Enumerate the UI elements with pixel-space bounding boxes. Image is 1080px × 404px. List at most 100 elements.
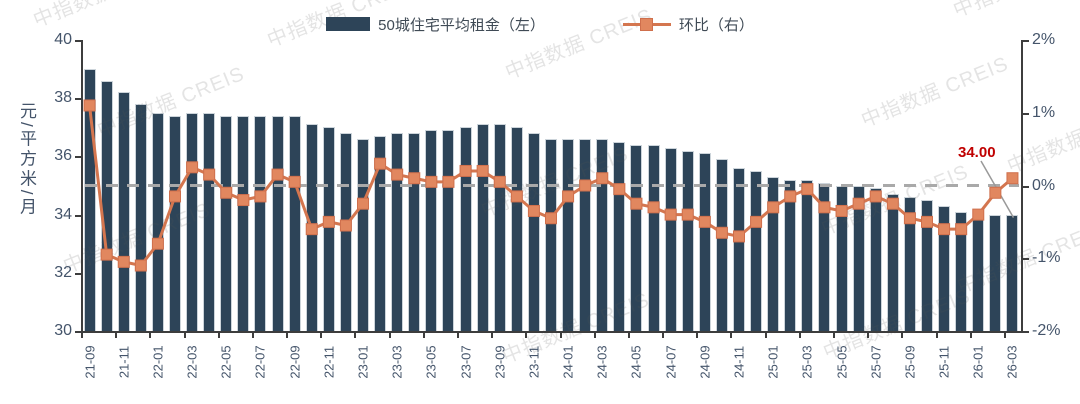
line-marker-26-02[interactable]: 26-02: -0.1% bbox=[989, 186, 1002, 199]
line-marker-24-03[interactable]: 24-03: 0.1% bbox=[596, 172, 609, 185]
bar-22-12[interactable] bbox=[339, 133, 352, 331]
bar-24-07[interactable] bbox=[664, 147, 677, 331]
line-marker-22-01[interactable]: 22-01: -0.8% bbox=[151, 237, 164, 250]
line-marker-23-04[interactable]: 23-04: 0.1% bbox=[408, 172, 421, 185]
line-marker-23-12[interactable]: 23-12: -0.45% bbox=[545, 212, 557, 225]
line-marker-25-01[interactable]: 25-01: -0.3% bbox=[767, 201, 780, 214]
line-marker-24-06[interactable]: 24-06: -0.3% bbox=[647, 201, 660, 214]
line-marker-24-04[interactable]: 24-04: -0.05% bbox=[613, 183, 626, 196]
bar-26-01[interactable] bbox=[972, 217, 985, 331]
bar-24-05[interactable] bbox=[630, 144, 643, 331]
bar-24-04[interactable] bbox=[613, 141, 626, 331]
line-marker-23-10[interactable]: 23-10: -0.15% bbox=[510, 190, 523, 203]
bar-26-02[interactable] bbox=[989, 214, 1002, 331]
line-marker-26-01[interactable]: 26-01: -0.4% bbox=[972, 208, 985, 221]
line-marker-24-12[interactable]: 24-12: -0.5% bbox=[750, 215, 763, 228]
bar-21-11[interactable] bbox=[117, 92, 130, 331]
line-marker-24-11[interactable]: 24-11: -0.7% bbox=[733, 230, 745, 243]
line-marker-22-12[interactable]: 22-12: -0.55% bbox=[339, 219, 352, 232]
bar-24-12[interactable] bbox=[750, 170, 763, 331]
bar-23-06[interactable] bbox=[442, 130, 455, 331]
line-marker-22-09[interactable]: 22-09: 0.05% bbox=[288, 175, 301, 188]
bar-25-03[interactable] bbox=[801, 179, 814, 331]
line-marker-22-11[interactable]: 22-11: -0.5% bbox=[322, 215, 335, 228]
line-marker-24-05[interactable]: 24-05: -0.25% bbox=[630, 197, 643, 210]
line-marker-22-08[interactable]: 22-08: 0.15% bbox=[271, 168, 284, 181]
bar-22-06[interactable] bbox=[237, 115, 250, 331]
line-marker-23-03[interactable]: 23-03: 0.15% bbox=[391, 168, 404, 181]
line-marker-23-05[interactable]: 23-05: 0.05% bbox=[425, 175, 438, 188]
line-marker-25-06[interactable]: 25-06: -0.25% bbox=[852, 197, 865, 210]
line-marker-22-07[interactable]: 22-07: -0.15% bbox=[254, 190, 267, 203]
bar-24-02[interactable] bbox=[579, 138, 592, 331]
bar-22-11[interactable] bbox=[322, 127, 335, 331]
line-marker-23-02[interactable]: 23-02: 0.3% bbox=[374, 157, 387, 170]
bar-25-08[interactable] bbox=[886, 194, 899, 331]
line-marker-22-02[interactable]: 22-02: -0.15% bbox=[169, 190, 181, 203]
bar-22-03[interactable] bbox=[186, 112, 199, 331]
line-marker-25-05[interactable]: 25-05: -0.35% bbox=[835, 204, 848, 217]
bar-22-07[interactable] bbox=[254, 115, 267, 331]
bar-22-02[interactable] bbox=[169, 115, 181, 331]
line-marker-23-09[interactable]: 23-09: 0.05% bbox=[493, 175, 506, 188]
line-marker-22-03[interactable]: 22-03: 0.25% bbox=[186, 161, 199, 174]
bar-24-11[interactable] bbox=[733, 168, 745, 331]
line-marker-23-01[interactable]: 23-01: -0.25% bbox=[357, 197, 369, 210]
line-marker-24-08[interactable]: 24-08: -0.4% bbox=[681, 208, 694, 221]
line-marker-25-08[interactable]: 25-08: -0.25% bbox=[886, 197, 899, 210]
line-marker-25-02[interactable]: 25-02: -0.15% bbox=[784, 190, 797, 203]
bar-24-09[interactable] bbox=[698, 153, 711, 331]
bar-23-03[interactable] bbox=[391, 133, 404, 331]
bar-23-12[interactable] bbox=[545, 138, 557, 331]
bar-23-04[interactable] bbox=[408, 133, 421, 331]
line-marker-24-01[interactable]: 24-01: -0.15% bbox=[562, 190, 575, 203]
line-marker-25-09[interactable]: 25-09: -0.45% bbox=[903, 212, 916, 225]
line-marker-24-10[interactable]: 24-10: -0.65% bbox=[715, 226, 728, 239]
line-marker-26-03[interactable]: 26-03: 0.1% bbox=[1006, 172, 1019, 185]
line-marker-22-05[interactable]: 22-05: -0.1% bbox=[220, 186, 233, 199]
bar-23-01[interactable] bbox=[357, 138, 369, 331]
line-marker-23-06[interactable]: 23-06: 0.05% bbox=[442, 175, 455, 188]
line-marker-24-02[interactable]: 24-02: 0% bbox=[579, 179, 592, 192]
bar-21-12[interactable] bbox=[134, 104, 147, 331]
bar-23-07[interactable] bbox=[459, 127, 472, 331]
bar-23-09[interactable] bbox=[493, 124, 506, 331]
bar-23-08[interactable] bbox=[476, 124, 489, 331]
bar-23-10[interactable] bbox=[510, 127, 523, 331]
bar-26-03[interactable] bbox=[1006, 214, 1019, 331]
bar-21-10[interactable] bbox=[100, 80, 113, 331]
bar-24-10[interactable] bbox=[715, 159, 728, 331]
line-marker-23-11[interactable]: 23-11: -0.35% bbox=[527, 204, 540, 217]
bar-23-11[interactable] bbox=[527, 133, 540, 331]
legend-item-rent[interactable]: 50城住宅平均租金（左） bbox=[326, 14, 545, 35]
line-marker-22-10[interactable]: 22-10: -0.6% bbox=[305, 223, 318, 236]
line-marker-23-08[interactable]: 23-08: 0.2% bbox=[476, 164, 489, 177]
line-marker-25-12[interactable]: 25-12: -0.6% bbox=[955, 223, 968, 236]
bar-23-05[interactable] bbox=[425, 130, 438, 331]
line-marker-22-06[interactable]: 22-06: -0.2% bbox=[237, 194, 250, 207]
line-marker-22-04[interactable]: 22-04: 0.15% bbox=[203, 168, 216, 181]
bar-24-01[interactable] bbox=[562, 138, 575, 331]
bar-22-01[interactable] bbox=[151, 112, 164, 331]
legend-item-mom[interactable]: 环比（右） bbox=[622, 14, 754, 35]
bar-24-06[interactable] bbox=[647, 144, 660, 331]
bar-22-05[interactable] bbox=[220, 115, 233, 331]
line-marker-25-10[interactable]: 25-10: -0.5% bbox=[921, 215, 933, 228]
line-marker-21-09[interactable]: 21-09: 1.1% bbox=[83, 99, 96, 112]
line-marker-23-07[interactable]: 23-07: 0.2% bbox=[459, 164, 472, 177]
bar-24-08[interactable] bbox=[681, 150, 694, 331]
line-marker-25-03[interactable]: 25-03: -0.05% bbox=[801, 183, 814, 196]
line-marker-21-11[interactable]: 21-11: -1.05% bbox=[117, 255, 130, 268]
line-marker-24-09[interactable]: 24-09: -0.5% bbox=[698, 215, 711, 228]
line-marker-21-10[interactable]: 21-10: -0.95% bbox=[100, 248, 113, 261]
bar-22-04[interactable] bbox=[203, 112, 216, 331]
line-marker-24-07[interactable]: 24-07: -0.4% bbox=[664, 208, 677, 221]
bar-22-09[interactable] bbox=[288, 115, 301, 331]
line-marker-25-11[interactable]: 25-11: -0.6% bbox=[938, 223, 951, 236]
line-marker-25-07[interactable]: 25-07: -0.15% bbox=[869, 190, 882, 203]
bar-25-01[interactable] bbox=[767, 176, 780, 331]
bar-24-03[interactable] bbox=[596, 138, 609, 331]
line-marker-21-12[interactable]: 21-12: -1.1% bbox=[134, 259, 147, 272]
bar-22-08[interactable] bbox=[271, 115, 284, 331]
line-marker-25-04[interactable]: 25-04: -0.3% bbox=[818, 201, 831, 214]
